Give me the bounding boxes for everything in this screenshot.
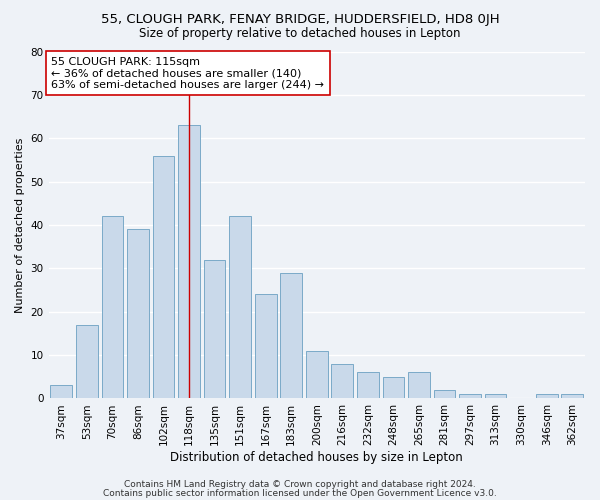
Text: 55 CLOUGH PARK: 115sqm
← 36% of detached houses are smaller (140)
63% of semi-de: 55 CLOUGH PARK: 115sqm ← 36% of detached… xyxy=(51,56,324,90)
Bar xyxy=(562,394,583,398)
Bar xyxy=(101,216,123,398)
Bar xyxy=(408,372,430,398)
Bar xyxy=(357,372,379,398)
Bar xyxy=(178,125,200,398)
Bar xyxy=(485,394,506,398)
Bar xyxy=(76,324,98,398)
Bar xyxy=(229,216,251,398)
Y-axis label: Number of detached properties: Number of detached properties xyxy=(15,138,25,312)
Bar xyxy=(280,272,302,398)
Text: Contains public sector information licensed under the Open Government Licence v3: Contains public sector information licen… xyxy=(103,489,497,498)
Bar xyxy=(331,364,353,398)
Bar xyxy=(459,394,481,398)
Bar xyxy=(152,156,175,398)
Text: Size of property relative to detached houses in Lepton: Size of property relative to detached ho… xyxy=(139,28,461,40)
Bar xyxy=(204,260,226,398)
Bar xyxy=(383,377,404,398)
Bar xyxy=(434,390,455,398)
Bar xyxy=(255,294,277,399)
Bar xyxy=(50,386,72,398)
Bar xyxy=(306,351,328,399)
Text: Contains HM Land Registry data © Crown copyright and database right 2024.: Contains HM Land Registry data © Crown c… xyxy=(124,480,476,489)
Text: 55, CLOUGH PARK, FENAY BRIDGE, HUDDERSFIELD, HD8 0JH: 55, CLOUGH PARK, FENAY BRIDGE, HUDDERSFI… xyxy=(101,12,499,26)
X-axis label: Distribution of detached houses by size in Lepton: Distribution of detached houses by size … xyxy=(170,451,463,464)
Bar xyxy=(127,230,149,398)
Bar xyxy=(536,394,557,398)
